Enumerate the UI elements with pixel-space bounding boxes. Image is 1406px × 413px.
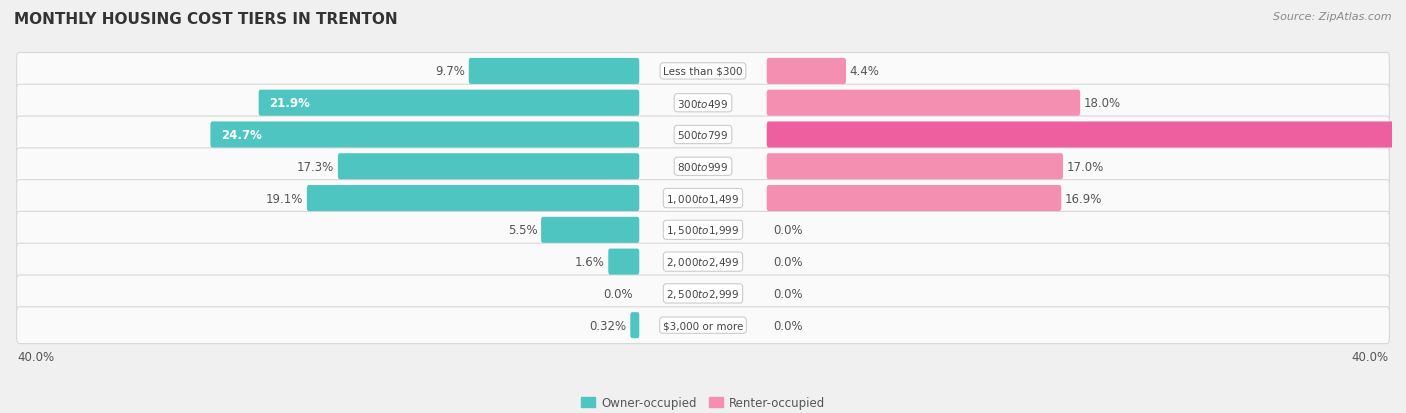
Text: 17.3%: 17.3% xyxy=(297,160,335,173)
Text: 18.0%: 18.0% xyxy=(1084,97,1121,110)
Text: 0.0%: 0.0% xyxy=(773,319,803,332)
Text: 0.0%: 0.0% xyxy=(773,224,803,237)
Text: $300 to $499: $300 to $499 xyxy=(678,97,728,109)
Text: 24.7%: 24.7% xyxy=(221,129,262,142)
Text: 4.4%: 4.4% xyxy=(849,65,879,78)
Text: 9.7%: 9.7% xyxy=(436,65,465,78)
Text: 1.6%: 1.6% xyxy=(575,256,605,268)
Text: 0.0%: 0.0% xyxy=(603,287,633,300)
FancyBboxPatch shape xyxy=(17,275,1389,312)
FancyBboxPatch shape xyxy=(307,185,640,211)
FancyBboxPatch shape xyxy=(17,117,1389,154)
Text: $3,000 or more: $3,000 or more xyxy=(662,320,744,330)
FancyBboxPatch shape xyxy=(17,149,1389,185)
FancyBboxPatch shape xyxy=(766,90,1080,116)
FancyBboxPatch shape xyxy=(17,53,1389,90)
FancyBboxPatch shape xyxy=(337,154,640,180)
Legend: Owner-occupied, Renter-occupied: Owner-occupied, Renter-occupied xyxy=(576,392,830,413)
Text: 17.0%: 17.0% xyxy=(1066,160,1104,173)
Text: Less than $300: Less than $300 xyxy=(664,67,742,77)
Text: 5.5%: 5.5% xyxy=(508,224,537,237)
FancyBboxPatch shape xyxy=(766,122,1406,148)
Text: $2,500 to $2,999: $2,500 to $2,999 xyxy=(666,287,740,300)
FancyBboxPatch shape xyxy=(541,217,640,243)
Text: Source: ZipAtlas.com: Source: ZipAtlas.com xyxy=(1274,12,1392,22)
FancyBboxPatch shape xyxy=(630,312,640,338)
Text: $500 to $799: $500 to $799 xyxy=(678,129,728,141)
Text: 16.9%: 16.9% xyxy=(1064,192,1102,205)
FancyBboxPatch shape xyxy=(17,85,1389,122)
FancyBboxPatch shape xyxy=(609,249,640,275)
Text: $800 to $999: $800 to $999 xyxy=(678,161,728,173)
Text: 19.1%: 19.1% xyxy=(266,192,304,205)
FancyBboxPatch shape xyxy=(468,59,640,85)
FancyBboxPatch shape xyxy=(766,59,846,85)
FancyBboxPatch shape xyxy=(259,90,640,116)
Text: 0.0%: 0.0% xyxy=(773,256,803,268)
FancyBboxPatch shape xyxy=(211,122,640,148)
FancyBboxPatch shape xyxy=(17,212,1389,249)
Text: 0.0%: 0.0% xyxy=(773,287,803,300)
FancyBboxPatch shape xyxy=(17,244,1389,280)
FancyBboxPatch shape xyxy=(17,180,1389,217)
Text: 0.32%: 0.32% xyxy=(589,319,627,332)
FancyBboxPatch shape xyxy=(766,185,1062,211)
Text: 21.9%: 21.9% xyxy=(269,97,309,110)
FancyBboxPatch shape xyxy=(766,154,1063,180)
Text: MONTHLY HOUSING COST TIERS IN TRENTON: MONTHLY HOUSING COST TIERS IN TRENTON xyxy=(14,12,398,27)
Text: 40.0%: 40.0% xyxy=(17,351,55,363)
Text: $1,000 to $1,499: $1,000 to $1,499 xyxy=(666,192,740,205)
Text: $2,000 to $2,499: $2,000 to $2,499 xyxy=(666,256,740,268)
Text: 40.0%: 40.0% xyxy=(1351,351,1389,363)
FancyBboxPatch shape xyxy=(17,307,1389,344)
Text: $1,500 to $1,999: $1,500 to $1,999 xyxy=(666,224,740,237)
